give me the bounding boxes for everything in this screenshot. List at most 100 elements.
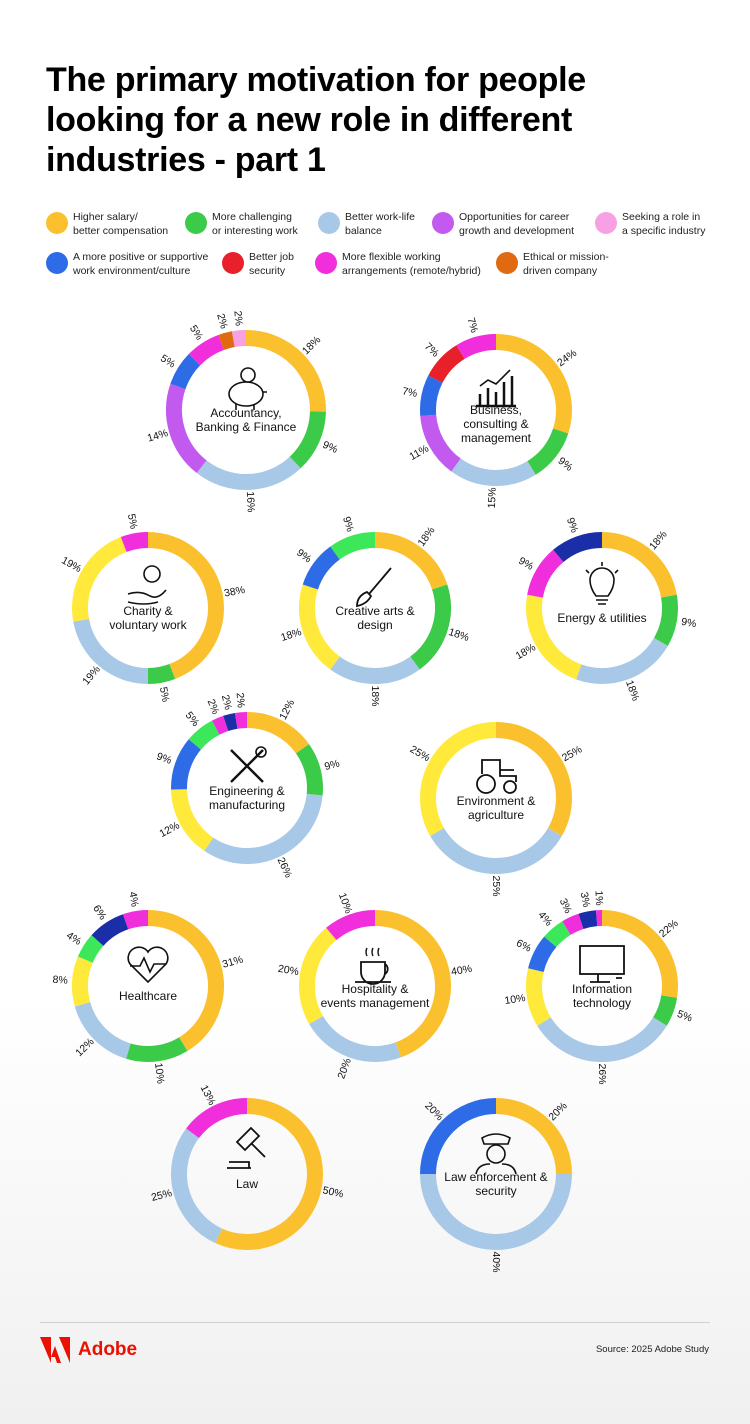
icon-part	[590, 974, 622, 983]
slice-label: 9%	[680, 616, 697, 630]
source-note: Source: 2025 Adobe Study	[595, 1344, 709, 1355]
slice-label: 18%	[647, 529, 670, 553]
slice-label: 26%	[596, 1063, 608, 1084]
industry-name: Accountancy, Banking & Finance	[196, 406, 297, 434]
slice-label: 8%	[52, 974, 68, 987]
donut-slice	[420, 414, 461, 472]
donut-slice	[374, 910, 451, 1058]
computer-icon	[579, 945, 625, 983]
donut-slice	[495, 722, 572, 836]
icon-part	[579, 945, 625, 975]
slice-label: 2%	[205, 697, 222, 716]
slice-label: 4%	[536, 909, 555, 928]
donut-slice	[528, 936, 557, 973]
slice-label: 31%	[221, 954, 244, 971]
legend-item: Higher salary/ better compensation	[46, 210, 168, 238]
legend-swatch	[185, 212, 207, 234]
icon-part	[481, 1133, 511, 1145]
industry-name-line: Business,	[470, 403, 522, 417]
legend-swatch	[46, 252, 68, 274]
donut-chart: 24% 9% 15% 11% 7% 7% 7% Business, consulting & ma…	[401, 316, 579, 508]
slice-label: 9%	[155, 750, 173, 766]
slice-label: 5%	[157, 686, 172, 703]
coffee-cup-icon	[355, 947, 391, 985]
icon-part	[365, 947, 380, 957]
icon-part	[479, 369, 511, 387]
donut-slice	[120, 532, 149, 553]
donut-chart: 18% 9% 18% 18% 9% 9% Energy & utilities	[514, 516, 698, 702]
legend-label: Better job security	[249, 251, 294, 277]
slice-label: 14%	[146, 427, 170, 444]
donut-chart: 40% 20% 20% 10% Hospitality & events manageme…	[277, 891, 473, 1080]
industry-name: Hospitality & events management	[321, 982, 430, 1010]
donut-slice	[188, 720, 220, 750]
icon-part	[503, 780, 517, 794]
legend-item: Ethical or mission- driven company	[496, 250, 609, 278]
donut-slice	[578, 910, 598, 930]
donut-slice	[234, 712, 248, 729]
slice-label: 20%	[335, 1057, 353, 1081]
legend-item: Opportunities for career growth and deve…	[432, 210, 574, 238]
industry-name: Energy & utilities	[557, 611, 646, 625]
donut-slice	[295, 744, 323, 796]
industry-name-line: Hospitality &	[342, 982, 409, 996]
donut-slice	[166, 383, 207, 474]
donut-slice	[218, 331, 235, 351]
donut-slice	[147, 663, 176, 684]
slice-label: 6%	[514, 937, 533, 955]
donut-slice	[126, 1037, 188, 1062]
slice-label: 2%	[219, 694, 234, 712]
donut-slice	[420, 1173, 572, 1250]
legend-label: Higher salary/ better compensation	[73, 211, 169, 237]
legend-swatch	[222, 252, 244, 274]
icon-part	[481, 759, 517, 782]
legend-swatch	[496, 252, 518, 274]
legend-label: Ethical or mission- driven company	[523, 251, 609, 277]
donut-slice	[212, 715, 229, 735]
slice-label: 5%	[158, 352, 177, 370]
donut-slice	[527, 549, 564, 598]
donut-slice	[289, 411, 326, 469]
icon-part	[486, 1144, 506, 1164]
icon-part	[235, 1126, 266, 1158]
slice-label: 18%	[514, 641, 538, 662]
legend-label: More challenging or interesting work	[212, 211, 298, 237]
icon-part	[143, 565, 161, 583]
icon-part	[589, 567, 615, 605]
legend-label: More flexible working arrangements (remo…	[342, 251, 481, 277]
slice-label: 18%	[623, 679, 641, 703]
donut-slice	[430, 827, 562, 874]
slice-label: 9%	[323, 758, 341, 773]
slice-label: 20%	[422, 1100, 445, 1123]
slice-label: 10%	[336, 891, 354, 915]
icon-part	[476, 774, 496, 794]
adobe-logo: Adobe	[40, 1337, 137, 1363]
icon-part	[255, 746, 267, 758]
slice-label: 3%	[557, 897, 574, 916]
gavel-icon	[227, 1126, 266, 1169]
donut-slice	[451, 458, 536, 486]
industry-name-line: Charity &	[123, 604, 172, 618]
legend-item: Seeking a role in a specific industry	[595, 210, 705, 238]
donut-slice	[420, 1098, 497, 1175]
icon-part	[235, 391, 267, 410]
slice-label: 19%	[80, 664, 103, 688]
industry-name-line: Banking & Finance	[196, 420, 297, 434]
slice-label: 6%	[90, 903, 108, 922]
icon-part	[230, 749, 264, 783]
slice-label: 7%	[464, 316, 480, 334]
industry-name-line: Energy & utilities	[557, 611, 646, 625]
donut-slice	[215, 1098, 323, 1250]
industry-name-line: Law enforcement &	[444, 1170, 547, 1184]
donut-slice	[526, 968, 552, 1026]
legend-item: Better job security	[222, 250, 294, 278]
legend-item: A more positive or supportive work envir…	[46, 250, 208, 278]
slice-label: 40%	[450, 963, 473, 978]
legend-swatch	[432, 212, 454, 234]
legend-swatch	[318, 212, 340, 234]
donut-chart: 50% 25% 13% Law	[150, 1083, 345, 1250]
slice-label: 24%	[555, 347, 579, 369]
industry-name-line: technology	[573, 996, 631, 1010]
slice-label: 25%	[150, 1187, 173, 1204]
slice-label: 5%	[183, 710, 202, 729]
